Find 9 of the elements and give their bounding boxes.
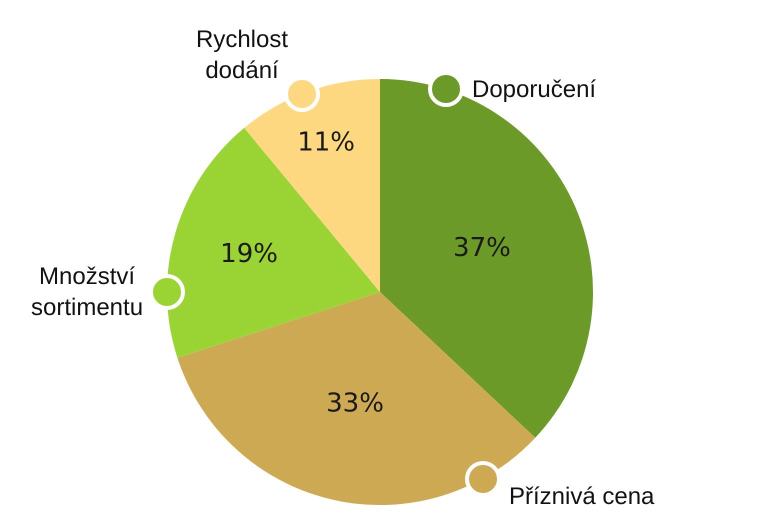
pie-slice [167,128,380,358]
legend-label: Doporučení [472,76,596,103]
data-label: 37% [453,232,511,263]
data-label: 11% [297,127,356,158]
slice-label: Příznivá cena [509,483,656,510]
slice-label: Množství sortimentu [31,263,144,322]
data-label: 33% [326,388,384,419]
slice-label: Rychlost dodání [196,26,288,84]
data-label: 19% [220,238,278,269]
